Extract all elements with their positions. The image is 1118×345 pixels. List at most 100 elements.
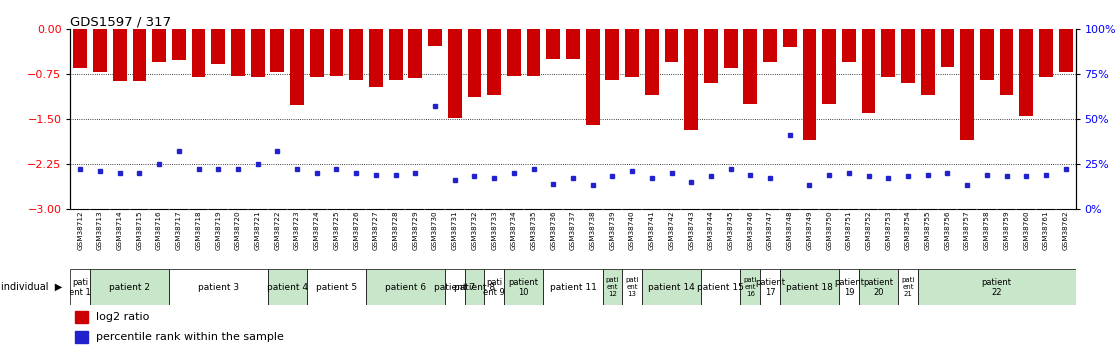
Text: GSM38762: GSM38762: [1063, 210, 1069, 250]
Bar: [783, 29, 797, 47]
Text: patient 4: patient 4: [267, 283, 307, 292]
Bar: [625, 29, 639, 77]
Bar: [623, 269, 642, 305]
Text: GSM38752: GSM38752: [865, 210, 872, 250]
Bar: [862, 29, 875, 113]
Text: patient 14: patient 14: [648, 283, 695, 292]
Bar: [838, 269, 859, 305]
Bar: [723, 29, 738, 68]
Bar: [566, 29, 580, 59]
Bar: [898, 269, 918, 305]
Text: patient 2: patient 2: [110, 283, 150, 292]
Text: patient
17: patient 17: [755, 277, 785, 297]
Text: patient 8: patient 8: [454, 283, 495, 292]
Bar: [940, 29, 955, 67]
Bar: [465, 269, 484, 305]
Text: GSM38736: GSM38736: [550, 210, 557, 250]
Bar: [271, 29, 284, 72]
Bar: [842, 29, 855, 62]
Text: GSM38730: GSM38730: [432, 210, 438, 250]
Text: patient
20: patient 20: [863, 277, 893, 297]
Text: GSM38750: GSM38750: [826, 210, 832, 250]
Text: pati
ent 1: pati ent 1: [69, 277, 92, 297]
Text: patient 7: patient 7: [434, 283, 475, 292]
Text: GSM38727: GSM38727: [373, 210, 379, 250]
Text: log2 ratio: log2 ratio: [95, 312, 149, 322]
Bar: [603, 269, 623, 305]
Text: GSM38722: GSM38722: [274, 210, 281, 250]
Text: GSM38753: GSM38753: [885, 210, 891, 250]
Text: GSM38739: GSM38739: [609, 210, 615, 250]
Text: GSM38720: GSM38720: [235, 210, 241, 250]
Bar: [684, 29, 698, 130]
Bar: [822, 29, 836, 104]
Text: GSM38733: GSM38733: [491, 210, 498, 250]
Bar: [918, 269, 1076, 305]
Text: GSM38712: GSM38712: [77, 210, 83, 250]
Text: GSM38744: GSM38744: [708, 210, 714, 250]
Text: GSM38746: GSM38746: [747, 210, 754, 250]
Text: GSM38760: GSM38760: [1023, 210, 1030, 250]
Text: patient 6: patient 6: [385, 283, 426, 292]
Bar: [74, 29, 87, 68]
Text: patient 5: patient 5: [316, 283, 357, 292]
Bar: [901, 29, 915, 83]
Text: GSM38734: GSM38734: [511, 210, 517, 250]
Text: GSM38759: GSM38759: [1004, 210, 1010, 250]
Bar: [93, 29, 107, 72]
Bar: [349, 29, 363, 80]
Bar: [291, 29, 304, 105]
Bar: [330, 29, 343, 76]
Bar: [70, 269, 91, 305]
Text: patient 15: patient 15: [698, 283, 745, 292]
Bar: [642, 269, 701, 305]
Text: GSM38742: GSM38742: [669, 210, 674, 250]
Text: GSM38724: GSM38724: [314, 210, 320, 250]
Bar: [445, 269, 465, 305]
Text: GSM38714: GSM38714: [116, 210, 123, 250]
Bar: [169, 269, 267, 305]
Text: GSM38723: GSM38723: [294, 210, 300, 250]
Text: GSM38758: GSM38758: [984, 210, 989, 250]
Bar: [250, 29, 265, 77]
Text: GSM38719: GSM38719: [216, 210, 221, 250]
Bar: [389, 29, 402, 80]
Bar: [740, 269, 760, 305]
Text: patient 3: patient 3: [198, 283, 239, 292]
Bar: [999, 29, 1013, 95]
Text: GSM38737: GSM38737: [570, 210, 576, 250]
Bar: [267, 269, 307, 305]
Bar: [780, 269, 838, 305]
Bar: [231, 29, 245, 76]
Bar: [1059, 29, 1072, 72]
Text: pati
ent
16: pati ent 16: [743, 277, 757, 297]
Bar: [606, 29, 619, 80]
Text: patient
22: patient 22: [982, 277, 1012, 297]
Text: GSM38754: GSM38754: [904, 210, 911, 250]
Bar: [980, 29, 994, 80]
Text: GSM38749: GSM38749: [806, 210, 813, 250]
Text: GSM38728: GSM38728: [392, 210, 399, 250]
Bar: [960, 29, 974, 140]
Text: patient 18: patient 18: [786, 283, 833, 292]
Bar: [369, 29, 382, 87]
Bar: [859, 269, 898, 305]
Bar: [645, 29, 659, 95]
Bar: [543, 269, 603, 305]
Text: GSM38713: GSM38713: [97, 210, 103, 250]
Bar: [1039, 29, 1053, 77]
Bar: [504, 269, 543, 305]
Bar: [760, 269, 780, 305]
Text: GSM38716: GSM38716: [157, 210, 162, 250]
Bar: [366, 269, 445, 305]
Bar: [1020, 29, 1033, 116]
Text: patient 11: patient 11: [550, 283, 596, 292]
Text: GDS1597 / 317: GDS1597 / 317: [70, 15, 171, 28]
Text: GSM38761: GSM38761: [1043, 210, 1049, 250]
Bar: [743, 29, 757, 104]
Bar: [803, 29, 816, 140]
Bar: [704, 29, 718, 83]
Bar: [664, 29, 679, 62]
Bar: [467, 29, 482, 97]
Text: GSM38729: GSM38729: [413, 210, 418, 250]
